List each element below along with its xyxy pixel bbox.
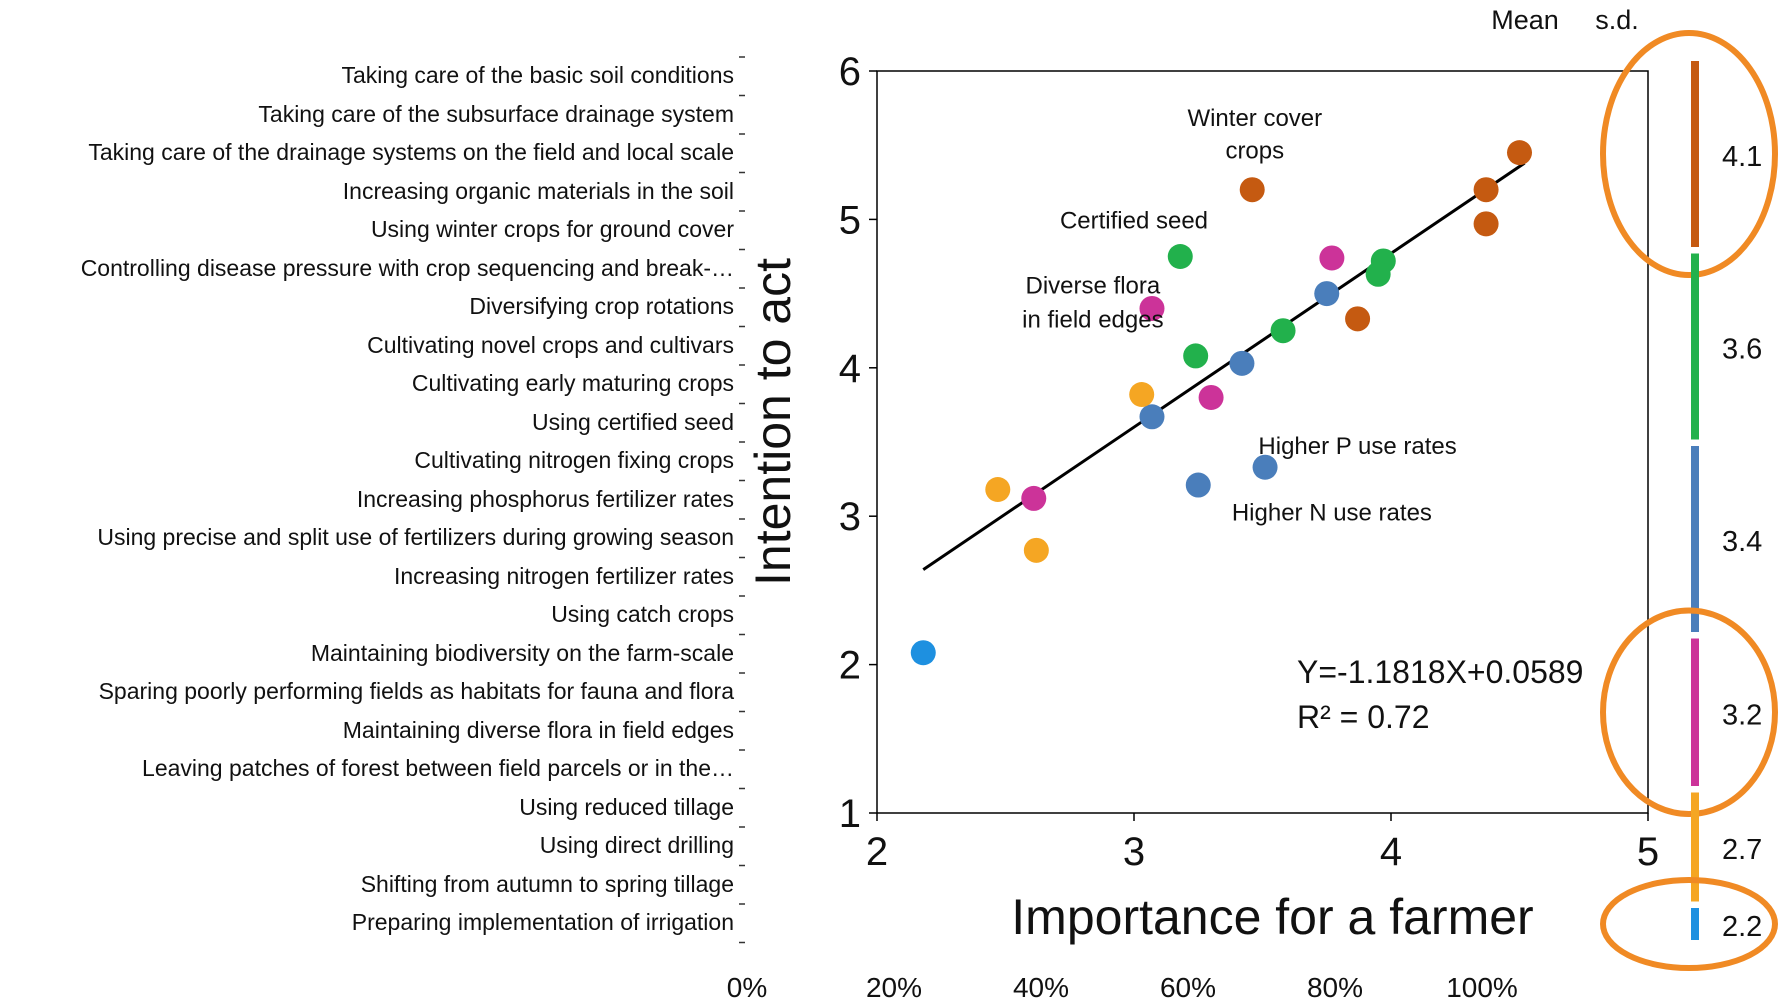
group-bar [1691,908,1699,940]
regression-equation: Y=-1.1818X+0.0589 [1297,654,1583,690]
bar-axis-tick-label: 0% [727,972,767,1003]
data-point [1473,211,1499,237]
practice-label: Using catch crops [551,601,734,627]
practice-label: Using direct drilling [539,832,734,858]
point-annotation: Higher P use rates [1258,433,1456,460]
practice-label: Increasing organic materials in the soil [342,177,734,204]
y-axis-label: Intention to act [745,258,801,586]
data-point [1473,177,1499,203]
x-tick-label: 5 [1637,830,1659,874]
data-point [1167,244,1193,269]
data-point [1270,318,1296,344]
group-mean-value: 2.2 [1722,911,1762,943]
practice-label: Maintaining biodiversity on the farm-sca… [310,639,734,666]
group-mean-value: 3.4 [1722,526,1762,558]
group-mean-value: 3.2 [1722,699,1762,731]
practice-label: Shifting from autumn to spring tillage [360,870,734,897]
point-annotation: crops [1225,138,1284,165]
data-point [1023,537,1049,563]
data-point [1183,343,1209,369]
data-point [1252,454,1278,480]
bar-axis-tick-label: 40% [1013,972,1069,1003]
highlight-ring [1600,607,1778,817]
practice-label: Maintaining diverse flora in field edges [342,716,734,743]
point-annotation: Diverse flora [1026,273,1161,300]
bar-axis-tick-label: 100% [1446,972,1518,1003]
practice-label: Controlling disease pressure with crop s… [80,254,734,281]
data-point [1319,245,1345,271]
practice-label: Leaving patches of forest between field … [142,755,734,781]
highlight-ring [1600,877,1778,971]
point-annotation: Higher N use rates [1232,500,1432,527]
group-mean-value: 4.1 [1722,141,1762,173]
group-bar [1691,446,1699,632]
data-point [1365,261,1391,287]
highlight-ring [1600,30,1778,278]
practice-label: Using reduced tillage [519,793,734,820]
regression-line [922,161,1526,571]
practice-label: Taking care of the drainage systems on t… [88,139,734,165]
bar-axis-tick-label: 20% [866,972,922,1003]
practice-label: Using winter crops for ground cover [370,216,734,242]
practice-label: Increasing phosphorus fertilizer rates [356,485,734,512]
y-tick-label: 3 [839,495,861,539]
point-annotation: Winter cover [1187,105,1322,132]
practice-label: Sparing poorly performing fields as habi… [98,678,734,704]
mean-header: Mean [1491,5,1559,35]
y-tick-label: 5 [839,198,861,242]
data-point [1198,384,1224,410]
practice-label: Using precise and split use of fertilize… [97,524,734,550]
bar-axis-tick-label: 80% [1307,972,1363,1003]
y-tick-label: 6 [839,50,861,94]
practice-label: Diversifying crop rotations [469,293,734,319]
group-bar [1691,253,1699,440]
point-annotation: Certified seed [1060,207,1208,234]
practice-label: Cultivating nitrogen fixing crops [414,447,734,473]
point-annotation: in field edges [1022,307,1163,334]
data-point [910,640,936,666]
x-tick-label: 2 [866,830,888,874]
data-point [1021,485,1047,511]
x-axis-label: Importance for a farmer [1011,889,1533,945]
practice-label: Cultivating novel crops and cultivars [367,331,734,358]
y-tick-label: 4 [839,347,861,391]
regression-r2: R² = 0.72 [1297,699,1430,735]
bar-axis-tick-label: 60% [1160,972,1216,1003]
data-point [1314,281,1340,307]
plot-frame [876,70,1649,814]
practice-label: Using certified seed [532,408,734,435]
practice-label: Preparing implementation of irrigation [351,909,734,935]
group-bar [1691,792,1699,902]
data-point [1139,404,1165,430]
sd-header: s.d. [1595,5,1639,35]
practice-label: Taking care of the basic soil conditions [341,62,735,88]
data-point [1129,382,1155,408]
data-point [1229,350,1255,376]
x-tick-label: 3 [1123,830,1145,874]
practice-label: Cultivating early maturing crops [411,370,734,396]
data-point [1345,306,1371,332]
group-bar [1691,61,1699,247]
group-mean-value: 2.7 [1722,834,1762,866]
group-bar [1691,638,1699,786]
practice-label: Increasing nitrogen fertilizer rates [393,562,734,589]
y-tick-label: 2 [839,644,861,688]
y-tick-label: 1 [839,792,861,836]
practice-label: Taking care of the subsurface drainage s… [258,100,734,127]
x-tick-label: 4 [1380,830,1402,874]
data-point [985,476,1011,502]
data-point [1239,177,1265,203]
data-point [1185,472,1211,498]
data-point [1139,295,1165,321]
group-mean-value: 3.6 [1722,334,1762,366]
data-point [1507,140,1532,166]
